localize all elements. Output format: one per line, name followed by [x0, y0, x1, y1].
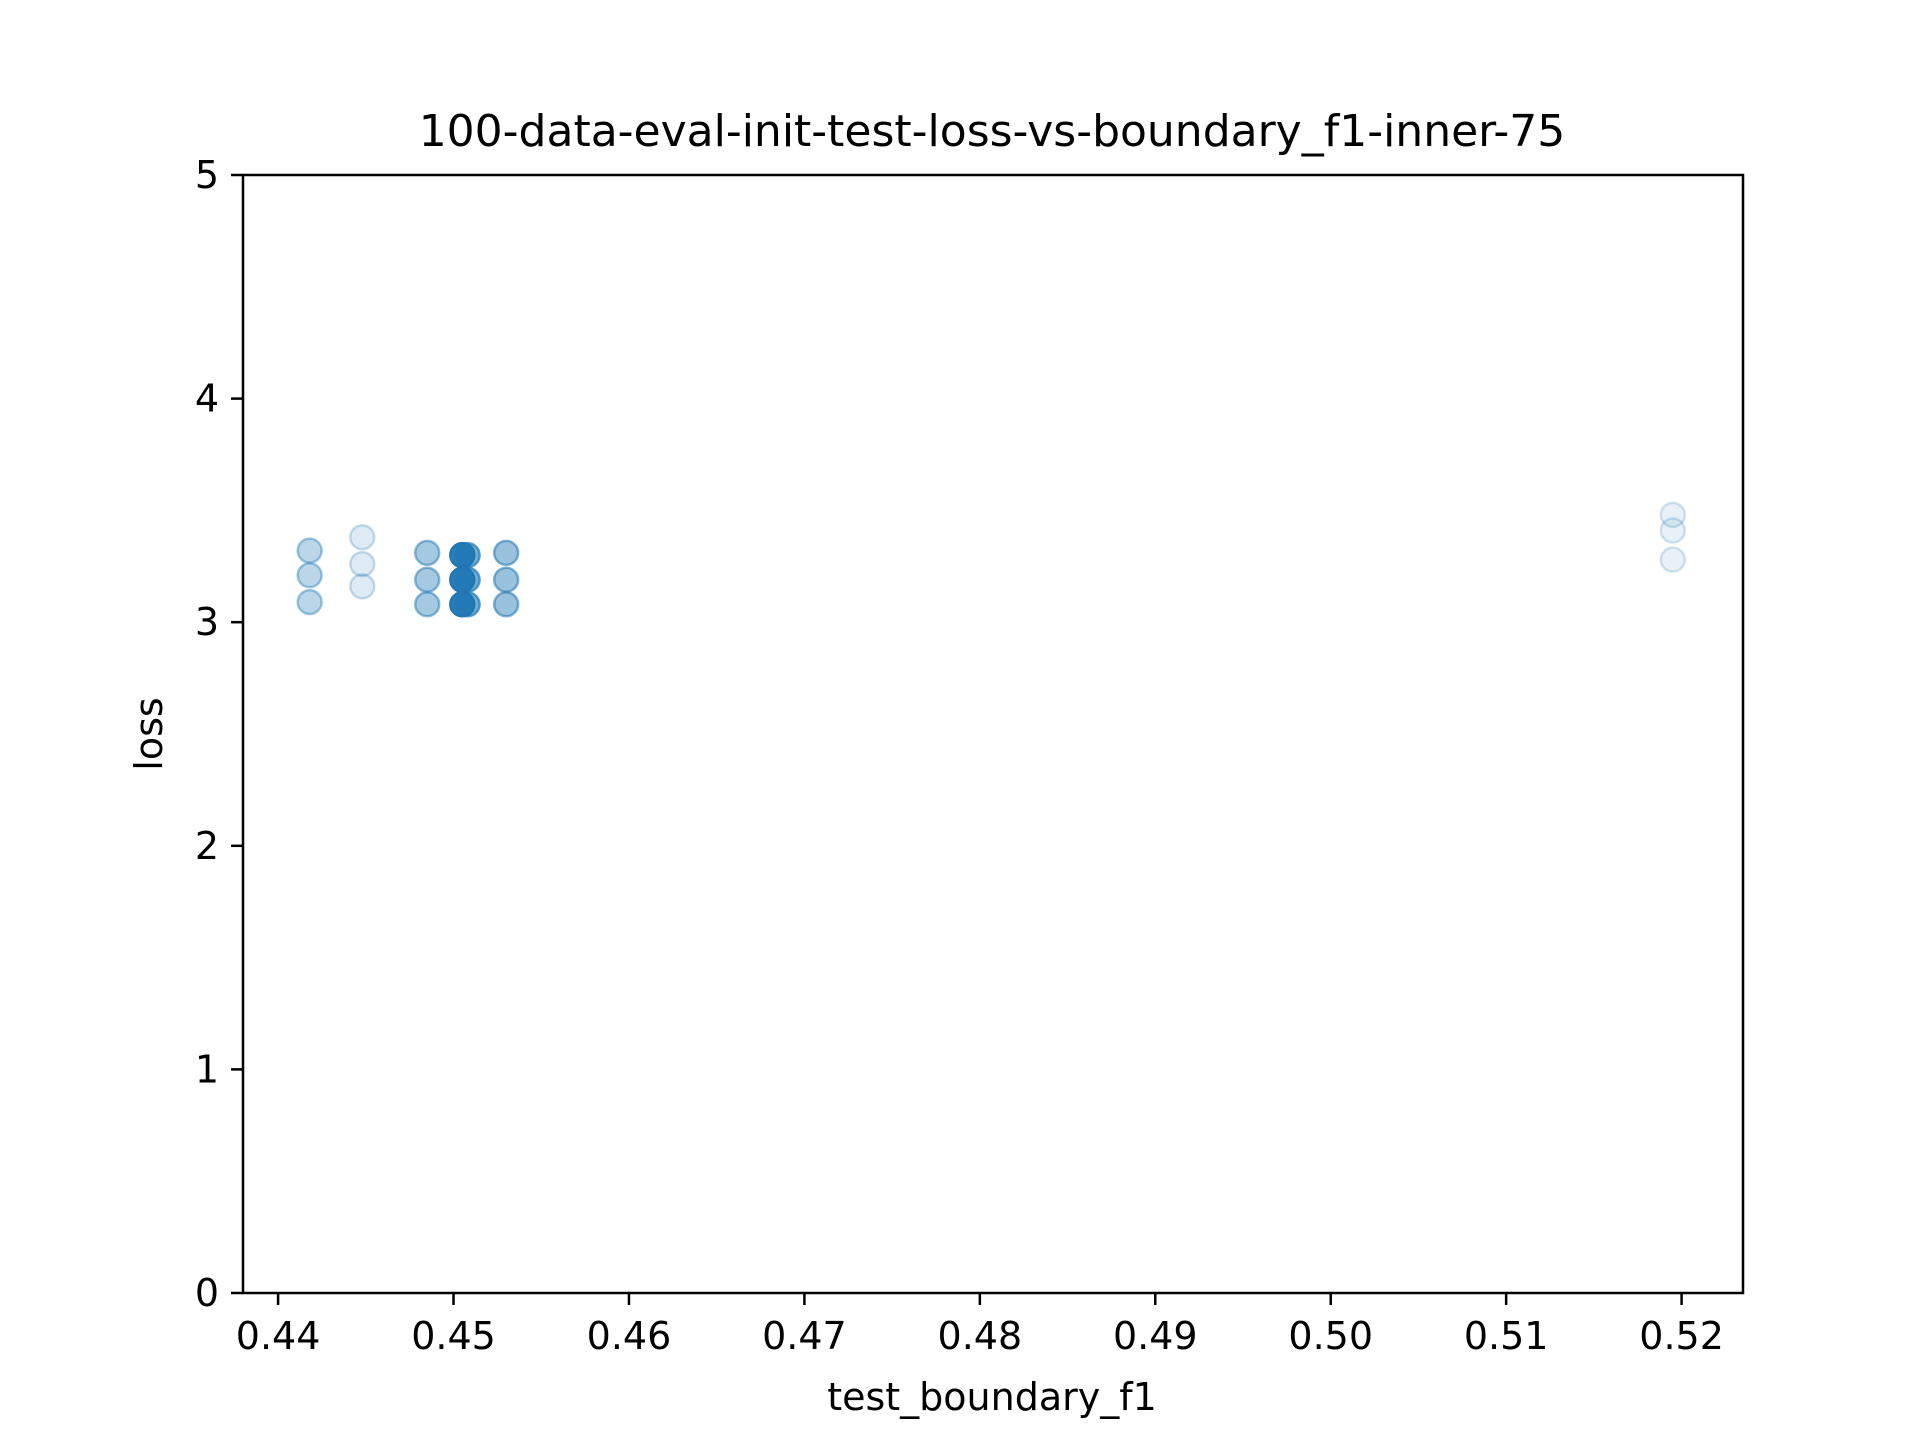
- data-point: [296, 588, 323, 616]
- y-tick-label: 2: [195, 824, 219, 868]
- chart-title: 100-data-eval-init-test-loss-vs-boundary…: [419, 106, 1566, 157]
- y-tick-label: 0: [195, 1271, 219, 1315]
- data-point: [454, 591, 481, 618]
- y-tick-label: 5: [195, 153, 219, 197]
- data-point: [413, 566, 441, 593]
- x-axis: 0.44 0.45 0.46 0.47 0.48 0.49 0.50 0.51 0.52: [236, 1293, 1724, 1358]
- data-point: [1659, 517, 1687, 544]
- data-point: [349, 550, 376, 578]
- y-tick-label: 4: [195, 377, 219, 421]
- data-point: [454, 541, 481, 569]
- x-tick-label: 0.50: [1288, 1314, 1373, 1358]
- y-tick-label: 3: [195, 600, 219, 644]
- data-point: [492, 566, 520, 593]
- x-tick-label: 0.52: [1639, 1314, 1724, 1358]
- data-point: [413, 591, 441, 618]
- data-point: [1659, 501, 1687, 529]
- data-point: [454, 566, 481, 593]
- data-point: [296, 537, 323, 564]
- x-tick-label: 0.51: [1464, 1314, 1549, 1358]
- x-tick-label: 0.49: [1113, 1314, 1198, 1358]
- y-axis-label: loss: [127, 697, 171, 770]
- x-axis-label: test_boundary_f1: [827, 1375, 1157, 1419]
- points-layer: [296, 501, 1687, 618]
- x-tick-label: 0.48: [938, 1314, 1023, 1358]
- y-axis: 0 1 2 3 4 5: [195, 153, 243, 1315]
- data-point: [492, 539, 520, 567]
- x-tick-label: 0.45: [411, 1314, 496, 1358]
- data-point: [1659, 546, 1687, 573]
- x-tick-label: 0.44: [236, 1314, 321, 1358]
- data-point: [492, 591, 520, 618]
- data-point: [296, 561, 323, 589]
- x-tick-label: 0.46: [587, 1314, 672, 1358]
- y-tick-label: 1: [195, 1047, 219, 1091]
- x-tick-label: 0.47: [762, 1314, 847, 1358]
- plot-frame: [241, 173, 1745, 1295]
- data-point: [413, 539, 441, 567]
- data-point: [349, 573, 376, 600]
- data-point: [349, 523, 376, 551]
